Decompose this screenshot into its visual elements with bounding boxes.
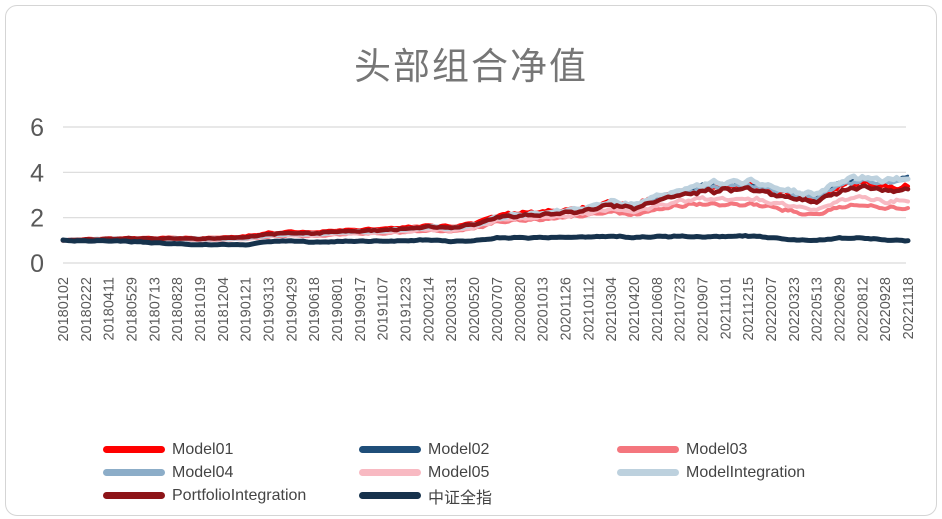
x-axis-tick-label: 20210723	[673, 277, 689, 342]
chart-legend: Model01 Model02 Model03 Model04 Model05 Model…	[103, 438, 903, 507]
x-axis-tick-label: 20220629	[832, 277, 848, 342]
chart-frame-border	[5, 5, 937, 516]
legend-item-中证全指: 中证全指	[359, 484, 617, 508]
x-axis-tick-label: 20191107	[376, 277, 392, 340]
legend-swatch-icon	[359, 446, 421, 453]
legend-label: Model04	[172, 463, 234, 481]
legend-item-Model02: Model02	[359, 441, 617, 459]
x-axis-tick-label: 20211101	[718, 277, 734, 339]
x-axis-tick-label: 20210907	[695, 277, 711, 342]
legend-label: 中证全指	[428, 489, 493, 507]
x-axis-tick-label: 20201126	[558, 277, 574, 340]
x-axis-tick-label: 20180828	[170, 277, 186, 342]
x-axis-tick-label: 20211215	[741, 277, 757, 340]
x-axis-tick-label: 20220323	[787, 277, 803, 342]
x-axis-tick-label: 20180529	[125, 277, 141, 342]
x-axis-tick-label: 20220207	[764, 277, 780, 342]
x-axis-tick-label: 20201013	[536, 277, 552, 342]
legend-swatch-icon	[103, 469, 165, 476]
legend-label: ModelIntegration	[686, 463, 806, 481]
x-axis-tick-label: 20180102	[56, 277, 72, 342]
x-axis-tick-label: 20210608	[650, 277, 666, 342]
x-axis-tick-label: 20180713	[147, 277, 163, 342]
legend-swatch-icon	[359, 469, 421, 476]
x-axis-tick-label: 20190429	[284, 277, 300, 342]
x-axis-tick-label: 20200707	[490, 277, 506, 342]
x-axis-tick-label: 20181019	[193, 277, 209, 342]
x-axis-tick-label: 20220928	[878, 277, 894, 342]
x-axis-tick-label: 20190801	[330, 277, 346, 342]
legend-swatch-icon	[103, 446, 165, 453]
x-axis-tick-label: 20190313	[262, 277, 278, 342]
x-axis-tick-label: 20200331	[444, 277, 460, 342]
legend-label: Model03	[686, 440, 748, 458]
legend-swatch-icon	[617, 446, 679, 453]
x-axis-tick-label: 20181204	[216, 277, 232, 342]
x-axis-tick-label: 20191223	[399, 277, 415, 342]
series-line-中证全指	[60, 233, 911, 248]
x-axis-tick-label: 20210304	[604, 277, 620, 342]
legend-swatch-icon	[103, 492, 165, 499]
x-axis-tick-label: 20190618	[307, 277, 323, 342]
legend-item-PortfolioIntegration: PortfolioIntegration	[103, 487, 359, 505]
legend-label: Model01	[172, 440, 234, 458]
y-axis-tick-label: 4	[30, 159, 44, 187]
legend-item-Model03: Model03	[617, 441, 903, 459]
x-axis-tick-label: 20221118	[901, 277, 917, 339]
x-axis-tick-label: 20220513	[810, 277, 826, 342]
x-axis-tick-label: 20200820	[513, 277, 529, 342]
legend-item-Model05: Model05	[359, 464, 617, 482]
y-axis-tick-label: 2	[30, 205, 44, 233]
x-axis-tick-label: 20200214	[421, 277, 437, 342]
x-axis-tick-label: 20190917	[353, 277, 369, 342]
y-axis-tick-label: 0	[30, 250, 44, 278]
chart-title: 头部组合净值	[354, 47, 588, 88]
legend-label: PortfolioIntegration	[172, 486, 307, 504]
y-axis-tick-label: 6	[30, 114, 44, 142]
x-axis-tick-label: 20210112	[581, 277, 597, 340]
x-axis-tick-label: 20200520	[467, 277, 483, 342]
legend-swatch-icon	[359, 492, 421, 499]
legend-item-Model01: Model01	[103, 441, 359, 459]
legend-label: Model02	[428, 440, 490, 458]
series-line-PortfolioIntegration	[60, 183, 911, 243]
x-axis-tick-label: 20180411	[102, 277, 118, 340]
legend-swatch-icon	[617, 469, 679, 476]
x-axis-tick-label: 20180222	[79, 277, 95, 342]
x-axis-tick-label: 20210420	[627, 277, 643, 342]
x-axis-tick-label: 20220812	[855, 277, 871, 342]
legend-label: Model05	[428, 463, 490, 481]
x-axis-tick-label: 20190121	[239, 277, 255, 342]
legend-item-Model04: Model04	[103, 464, 359, 482]
legend-item-ModelIntegration: ModelIntegration	[617, 464, 903, 482]
